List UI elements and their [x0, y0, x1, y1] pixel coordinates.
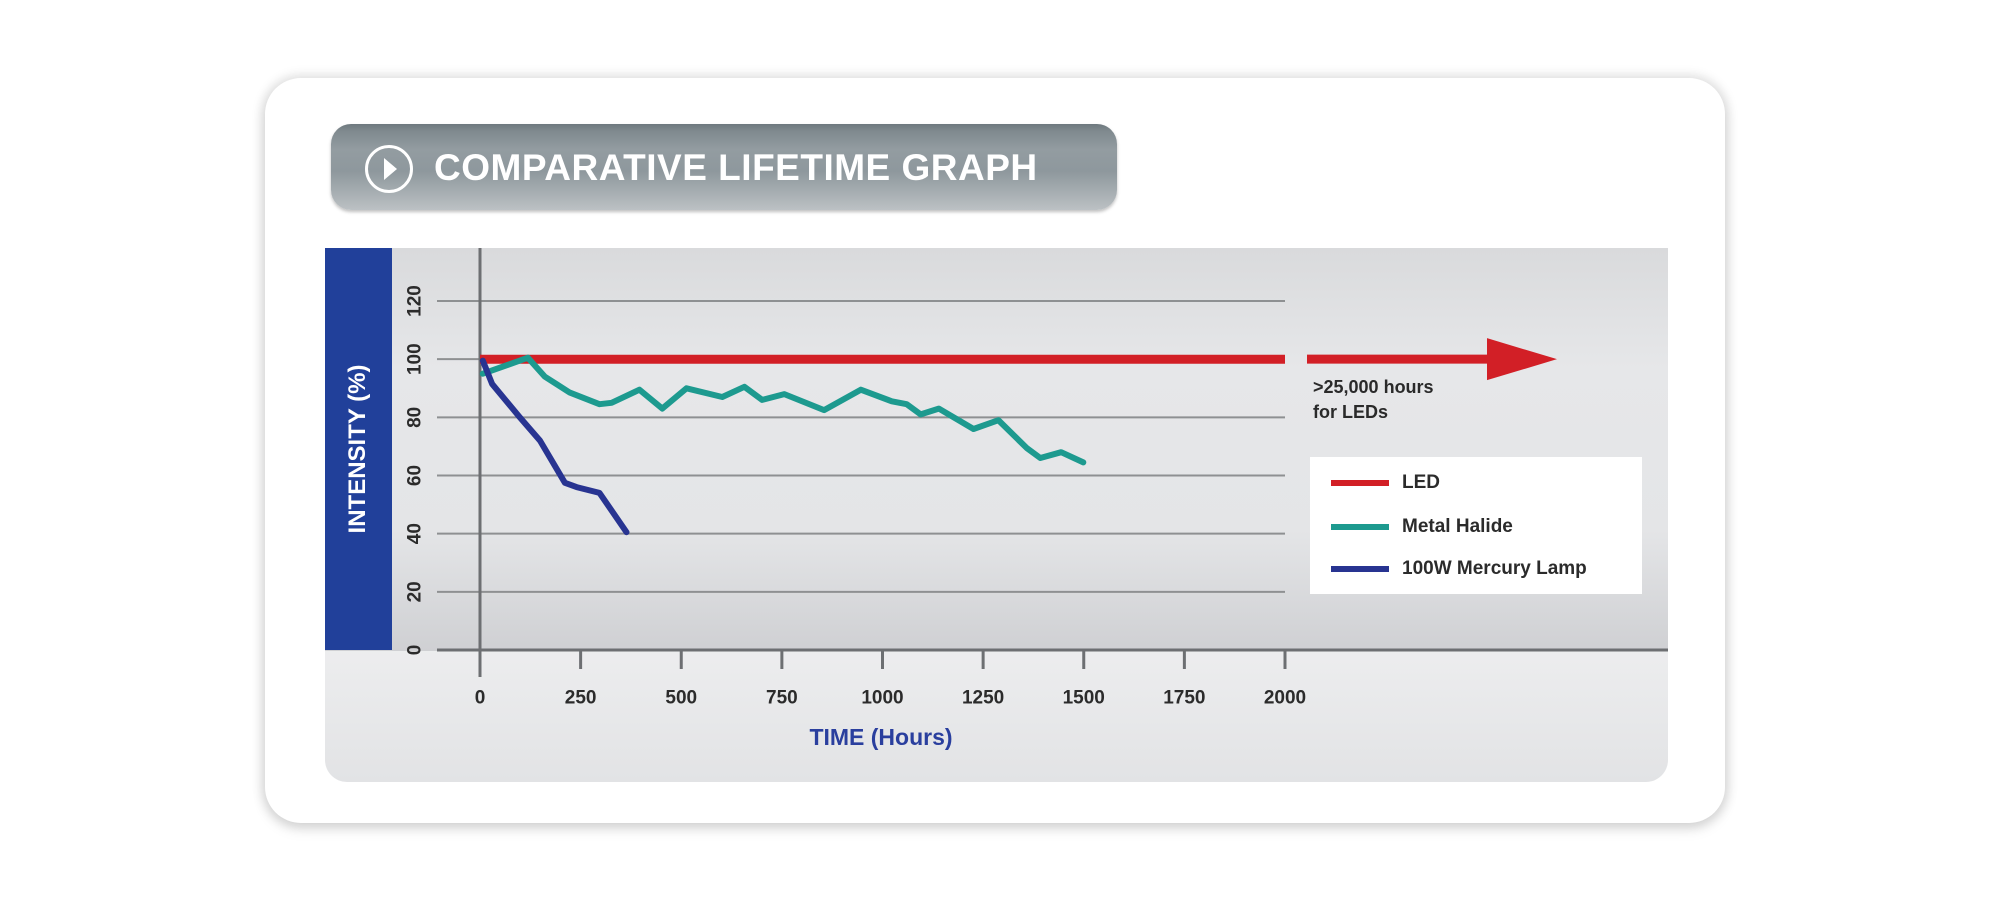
- led-annotation-line2: for LEDs: [1313, 402, 1389, 422]
- y-tick-label: 40: [405, 523, 426, 544]
- x-tick-label: 250: [565, 688, 597, 709]
- x-tick-label: 1000: [861, 688, 903, 709]
- legend-item-mercury-lamp: 100W Mercury Lamp: [1331, 554, 1587, 584]
- y-tick-label: 100: [405, 343, 426, 375]
- x-tick-label: 1750: [1163, 688, 1205, 709]
- title-bar: [331, 124, 1117, 210]
- led-annotation-line1: >25,000 hours: [1313, 377, 1434, 397]
- legend-swatch: [1331, 566, 1389, 572]
- y-tick-label: 80: [405, 407, 426, 428]
- series-line-metal-halide: [479, 354, 1087, 466]
- x-tick-label: 1250: [962, 688, 1004, 709]
- y-tick-label: 120: [405, 285, 426, 317]
- legend: LED Metal Halide 100W Mercury Lamp: [1310, 457, 1642, 594]
- x-axis-label: TIME (Hours): [809, 724, 953, 750]
- series-line-100w-mercury-lamp: [479, 357, 630, 536]
- y-tick-label: 20: [405, 581, 426, 602]
- legend-item-led: LED: [1331, 468, 1440, 498]
- y-tick-label: 60: [405, 465, 426, 486]
- y-tick-label: 0: [405, 645, 426, 656]
- continuation-arrow-head: [1487, 338, 1557, 381]
- play-circle-icon: [365, 145, 413, 193]
- led-annotation: >25,000 hours for LEDs: [1313, 375, 1434, 425]
- legend-label: LED: [1402, 472, 1440, 493]
- x-tick-label: 2000: [1264, 688, 1306, 709]
- chart-panel: [325, 248, 1668, 782]
- legend-swatch: [1331, 524, 1389, 530]
- y-axis-label-band: [325, 248, 392, 650]
- x-tick-label: 500: [665, 688, 697, 709]
- x-tick-label: 0: [475, 688, 486, 709]
- x-tick-label: 750: [766, 688, 798, 709]
- legend-label: Metal Halide: [1402, 516, 1513, 537]
- x-tick-label: 1500: [1063, 688, 1105, 709]
- legend-label: 100W Mercury Lamp: [1402, 558, 1587, 579]
- legend-item-metal-halide: Metal Halide: [1331, 512, 1513, 542]
- chart-title: COMPARATIVE LIFETIME GRAPH: [434, 147, 1038, 188]
- legend-swatch: [1331, 480, 1389, 486]
